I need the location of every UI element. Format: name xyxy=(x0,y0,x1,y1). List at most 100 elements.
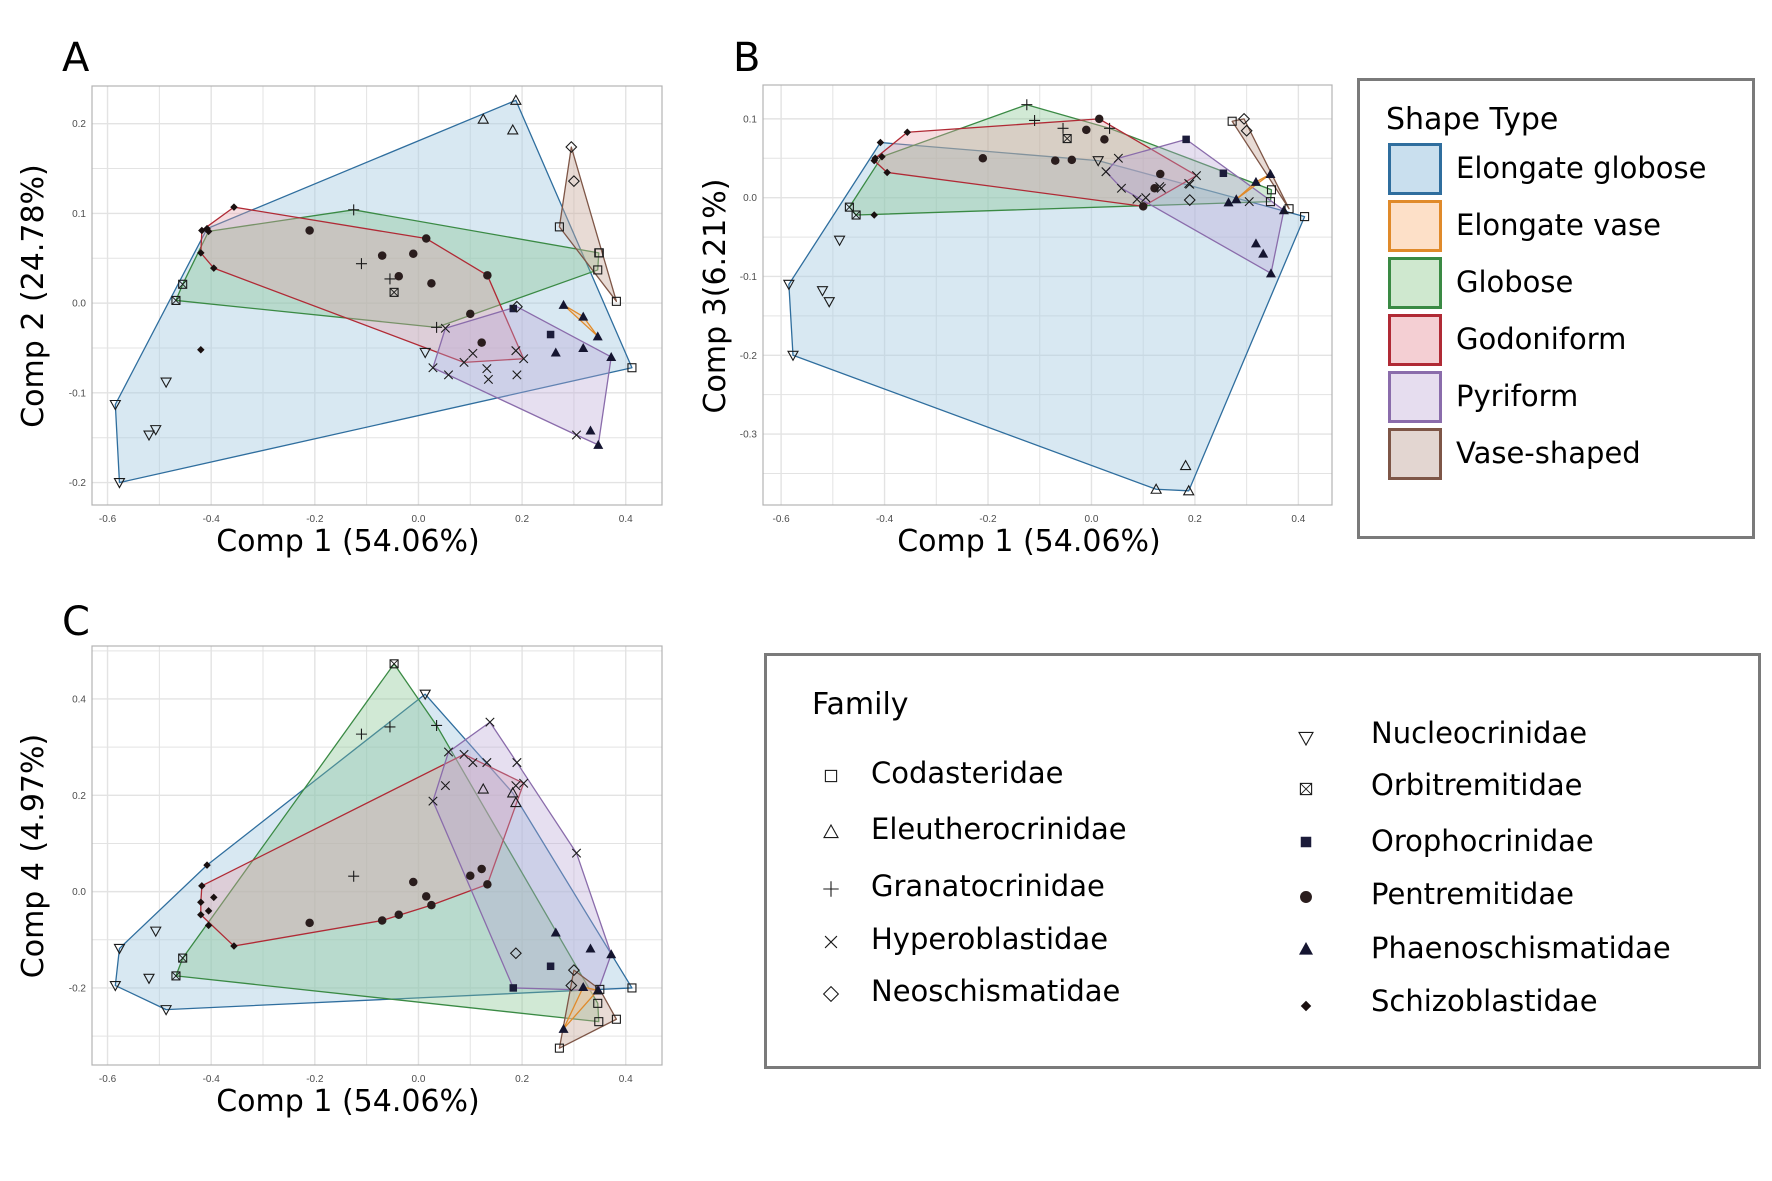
point-nucleocrinidae xyxy=(149,926,162,938)
x-tick-label: -0.2 xyxy=(306,1074,324,1085)
panel-b-frame xyxy=(762,84,1333,506)
legend-swatch-globose xyxy=(1388,257,1442,309)
point-hyperoblastidae xyxy=(459,749,469,760)
legend-label-vase-shaped: Vase-shaped xyxy=(1456,436,1641,470)
point-neoschismatidae xyxy=(567,964,580,977)
point-pentremitidae xyxy=(394,910,404,919)
point-codasteridae xyxy=(1265,197,1275,207)
point-nucleocrinidae xyxy=(109,399,122,411)
point-codasteridae xyxy=(594,248,604,258)
point-phaenoschismatidae xyxy=(606,949,617,959)
point-phaenoschismatidae xyxy=(592,985,603,995)
hull-globose xyxy=(848,104,1273,216)
point-pentremitidae xyxy=(421,892,431,901)
point-codasteridae xyxy=(611,1014,621,1024)
point-hyperoblastidae xyxy=(468,348,478,359)
shape-type-legend: Shape Type Elongate globose Elongate vase… xyxy=(1357,78,1755,539)
point-schizoblastidae xyxy=(903,128,912,137)
point-nucleocrinidae xyxy=(160,1005,173,1016)
point-granatocrinidae xyxy=(355,728,367,740)
point-eleutherocrinidae xyxy=(477,113,490,124)
y-tick-label: -0.1 xyxy=(740,272,758,283)
point-hyperoblastidae xyxy=(1191,170,1202,181)
legend-label-granatocrinidae: Granatocrinidae xyxy=(871,869,1105,903)
point-schizoblastidae xyxy=(878,152,886,161)
point-granatocrinidae xyxy=(384,273,396,285)
panel-a-points xyxy=(109,94,637,489)
legend-label-elongate-vase: Elongate vase xyxy=(1456,208,1661,242)
hull-elongate-globose xyxy=(114,693,633,1011)
point-schizoblastidae xyxy=(197,346,205,354)
x-tick-label: -0.4 xyxy=(203,514,221,525)
point-orbitremitidae xyxy=(844,202,854,212)
point-neoschismatidae xyxy=(510,300,523,313)
point-phaenoschismatidae xyxy=(1223,197,1234,207)
panel-b-x-axis-title: Comp 1 (54.06%) xyxy=(897,524,1161,559)
point-schizoblastidae xyxy=(197,898,205,906)
point-phaenoschismatidae xyxy=(558,1023,569,1033)
point-orophocrinidae xyxy=(546,330,555,339)
legend-symbol-phaenoschismatidae xyxy=(1299,942,1313,955)
point-eleutherocrinidae xyxy=(1150,483,1163,494)
legend-symbol-schizoblastidae xyxy=(1300,1000,1312,1012)
y-tick-label: 0.1 xyxy=(743,114,757,125)
point-phaenoschismatidae xyxy=(550,347,561,357)
legend-swatch-elongate-globose xyxy=(1388,143,1442,195)
point-granatocrinidae xyxy=(431,719,443,731)
point-orophocrinidae xyxy=(509,984,518,992)
legend-label-schizoblastidae: Schizoblastidae xyxy=(1371,984,1598,1018)
point-pentremitidae xyxy=(305,226,314,235)
panel-c-points xyxy=(109,659,637,1053)
point-orbitremitidae xyxy=(389,659,399,669)
legend-label-eleutherocrinidae: Eleutherocrinidae xyxy=(871,812,1127,846)
x-tick-label: 0.0 xyxy=(412,514,426,525)
point-phaenoschismatidae xyxy=(578,311,589,321)
point-granatocrinidae xyxy=(348,204,360,216)
panel-c-label: C xyxy=(62,599,90,645)
point-nucleocrinidae xyxy=(149,425,162,436)
point-nucleocrinidae xyxy=(823,297,836,308)
panel-a-plot-area xyxy=(92,86,662,505)
panel-c-x-axis-title: Comp 1 (54.06%) xyxy=(216,1084,480,1119)
point-codasteridae xyxy=(1227,116,1237,126)
point-neoschismatidae xyxy=(1183,194,1196,207)
legend-symbol-nucleocrinidae xyxy=(1298,731,1314,747)
y-tick-label: -0.1 xyxy=(69,388,87,399)
point-pentremitidae xyxy=(1100,135,1109,144)
point-schizoblastidae xyxy=(204,921,213,930)
hull-globose xyxy=(175,209,600,329)
point-eleutherocrinidae xyxy=(477,782,490,794)
point-hyperoblastidae xyxy=(571,430,582,440)
point-granatocrinidae xyxy=(1021,99,1033,111)
x-tick-label: -0.6 xyxy=(99,1074,117,1085)
point-granatocrinidae xyxy=(348,870,360,882)
x-tick-label: 0.2 xyxy=(515,514,529,525)
point-codasteridae xyxy=(593,998,603,1008)
panel-c-y-axis-title: Comp 4 (4.97%) xyxy=(16,733,51,979)
point-phaenoschismatidae xyxy=(585,943,596,953)
crossed-square-icon xyxy=(1299,782,1313,796)
point-schizoblastidae xyxy=(870,211,878,219)
point-hyperoblastidae xyxy=(428,796,438,806)
point-schizoblastidae xyxy=(203,861,211,869)
point-codasteridae xyxy=(1266,185,1277,195)
point-pentremitidae xyxy=(483,271,492,280)
panel-a-frame xyxy=(91,85,663,506)
point-phaenoschismatidae xyxy=(578,342,589,352)
panel-b-points xyxy=(782,99,1310,496)
point-orbitremitidae xyxy=(178,279,188,289)
point-nucleocrinidae xyxy=(1092,156,1105,167)
point-codasteridae xyxy=(593,265,603,275)
point-pentremitidae xyxy=(1138,202,1148,211)
point-eleutherocrinidae xyxy=(506,123,519,135)
panel-b-gridlines xyxy=(763,85,1332,505)
legend-label-nucleocrinidae: Nucleocrinidae xyxy=(1371,716,1588,750)
point-codasteridae xyxy=(554,1043,564,1053)
point-pentremitidae xyxy=(978,154,988,163)
point-hyperoblastidae xyxy=(1116,183,1127,193)
point-schizoblastidae xyxy=(204,907,213,915)
point-nucleocrinidae xyxy=(419,347,432,359)
point-hyperoblastidae xyxy=(440,323,451,333)
point-nucleocrinidae xyxy=(143,973,155,985)
legend-symbol-orbitremitidae xyxy=(1299,782,1313,796)
